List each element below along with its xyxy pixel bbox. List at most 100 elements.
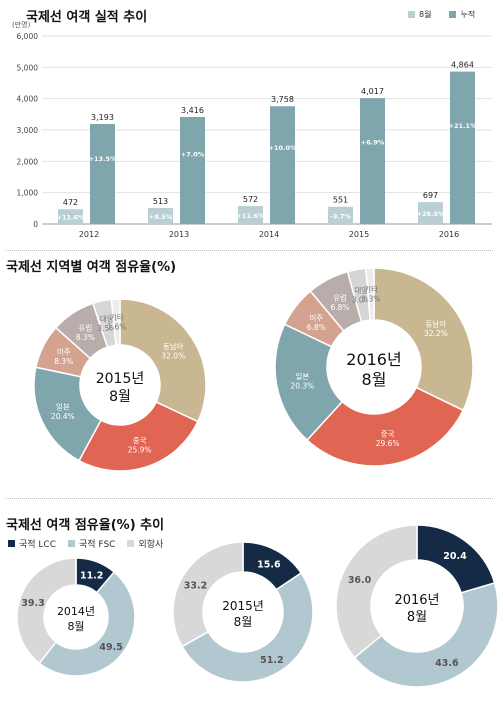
bar-monthly [328, 206, 353, 224]
bar-value-label: 3,758 [271, 95, 294, 104]
donut-slice-other [365, 267, 375, 321]
bar-growth-label: +13.5% [89, 155, 117, 163]
legend-label-fsc: 국적 FSC [79, 540, 116, 550]
donut-slice-foreign [172, 541, 244, 648]
legend-label-cumulative: 누적 [460, 10, 476, 19]
bar-value-label: 4,017 [361, 87, 384, 96]
slice-value-label: 6.8% [307, 323, 326, 332]
donut-slice-fsc [353, 581, 499, 688]
bar-chart-title: 국제선 여객 실적 추이 [26, 10, 148, 25]
legend-swatch-cumulative [449, 11, 457, 18]
slice-value-label: 20.4 [443, 551, 467, 562]
donut-slice-china [78, 401, 199, 472]
bar-monthly [418, 202, 443, 224]
bar-growth-label: +8.5% [149, 213, 173, 221]
bar-cumulative [450, 71, 475, 224]
x-tick-label: 2016 [439, 230, 459, 239]
donut-center-year: 2015년 [222, 599, 264, 613]
bar-value-label: 513 [153, 197, 168, 206]
bar-growth-label: -3.7% [330, 212, 351, 220]
donut-center-month: 8월 [407, 610, 427, 625]
y-tick-label: 5,000 [17, 63, 39, 72]
donut-center-month: 8월 [67, 620, 84, 633]
carrier-share-title: 국제선 여객 점유율(%) 추이 [6, 518, 165, 533]
donut-slice-southeast [119, 298, 207, 423]
donut-slice-fsc [181, 571, 314, 683]
slice-value-label: 43.6 [435, 658, 459, 669]
donut-center-year: 2016년 [346, 350, 401, 369]
slice-value-label: 29.6% [376, 439, 400, 448]
slice-label: 유럽 [333, 293, 347, 302]
slice-label: 동남아 [163, 341, 184, 351]
donut-center-year: 2016년 [394, 593, 439, 608]
slice-label: 유럽 [79, 323, 93, 332]
legend-swatch-monthly [408, 11, 415, 18]
slice-label: 미주 [57, 348, 71, 357]
donut-slice-japan [274, 323, 344, 442]
x-tick-label: 2012 [79, 230, 99, 239]
legend-swatch-fsc [68, 540, 76, 547]
bar-value-label: 3,193 [91, 113, 114, 122]
slice-value-label: 6.8% [331, 303, 350, 312]
x-tick-label: 2014 [259, 230, 279, 239]
slice-value-label: 39.3 [21, 598, 44, 609]
slice-value-label: 33.2 [184, 580, 207, 591]
bar-monthly [238, 206, 263, 224]
slice-value-label: 15.6 [257, 559, 281, 570]
slice-label: 일본 [295, 372, 309, 381]
region-share-panel: 국제선 지역별 여객 점유율(%) 동남아 32.0% 중국 25.9% 일본 20.4%… [6, 260, 474, 472]
donut-center-year: 2015년 [96, 371, 145, 387]
slice-label: 대양 [100, 314, 114, 323]
slice-value-label: 51.2 [260, 655, 283, 666]
slice-value-label: 32.0% [161, 352, 185, 361]
bar-legend: 8월 누적 [408, 9, 475, 20]
bar-cumulative [360, 98, 385, 224]
slice-value-label: 11.2 [80, 570, 103, 581]
donut-slice-other [110, 298, 121, 347]
bar-growth-label: +21.1% [449, 122, 477, 130]
y-axis-label: (만명) [12, 20, 31, 29]
slice-value-label: 36.0 [348, 575, 372, 586]
slice-value-label: 8.3% [76, 333, 95, 342]
section-divider-1 [6, 250, 493, 251]
bar-value-label: 472 [63, 198, 78, 207]
slice-value-label: 8.3% [54, 357, 73, 366]
bar-chart-svg: (만명) 0 1,000 2,000 3,000 4,000 5,000 6,000 2012 4… [12, 20, 492, 239]
bar-cumulative [90, 123, 115, 224]
region-donut-svg: 동남아32.0%중국25.9%일본20.4%미주8.3%유럽8.3%대양3.5%… [33, 267, 474, 472]
slice-label: 중국 [133, 436, 147, 445]
slice-value-label: 20.3% [290, 381, 314, 390]
y-tick-label: 4,000 [17, 95, 39, 104]
section-divider-2 [6, 498, 493, 499]
bar-growth-label: +10.0% [269, 144, 297, 152]
x-tick-label: 2015 [349, 230, 369, 239]
bar-value-label: 3,416 [181, 106, 204, 115]
donut-center-month: 8월 [362, 370, 387, 389]
bar-value-label: 4,864 [451, 61, 474, 70]
bar-growth-label: +26.5% [417, 210, 445, 218]
bar-growth-label: +6.9% [361, 139, 385, 147]
donut-slice-china [306, 386, 465, 467]
bar-value-label: 572 [243, 195, 258, 204]
slice-label: 중국 [381, 430, 395, 439]
legend-label-monthly: 8월 [419, 10, 432, 19]
bar-cumulative [180, 116, 205, 224]
bar-value-label: 551 [333, 196, 348, 205]
y-tick-label: 3,000 [17, 126, 39, 135]
slice-label: 미주 [309, 313, 323, 322]
slice-label: 기타 [110, 313, 124, 322]
bar-cumulative [270, 106, 295, 224]
slice-label: 대양 [354, 286, 368, 295]
slice-value-label: 3.5% [97, 324, 116, 333]
legend-swatch-foreign [127, 540, 135, 547]
region-share-title: 국제선 지역별 여객 점유율(%) [6, 260, 177, 275]
donut-slice-fsc [38, 570, 136, 677]
donut-center-month: 8월 [109, 389, 131, 405]
slice-label: 동남아 [426, 318, 447, 328]
slice-value-label: 20.4% [51, 412, 75, 421]
bar-growth-label: +11.6% [237, 212, 265, 220]
donut-slice-foreign [335, 524, 418, 659]
bar-monthly [148, 207, 173, 224]
slice-label: 일본 [56, 402, 70, 411]
